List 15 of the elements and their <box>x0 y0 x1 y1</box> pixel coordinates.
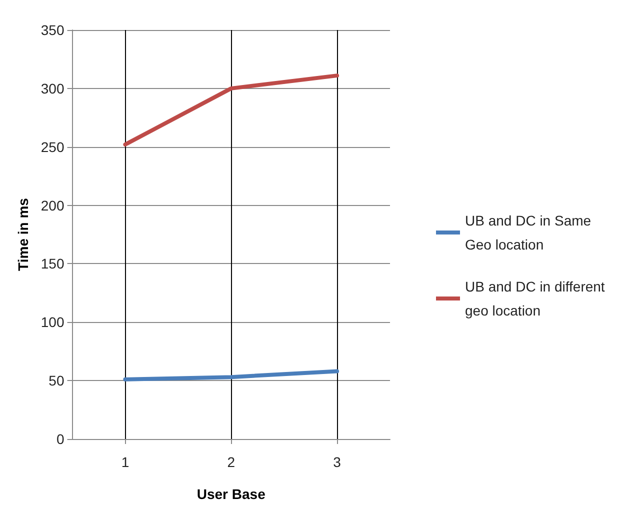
y-tick-label: 200 <box>40 197 64 214</box>
x-axis-title: User Base <box>196 486 266 502</box>
x-tick-label: 3 <box>333 454 342 470</box>
y-tick-label: 250 <box>40 138 64 155</box>
y-tick-label: 150 <box>40 256 64 272</box>
y-tick-label: 50 <box>48 372 64 389</box>
x-tick-label: 1 <box>121 454 130 470</box>
legend-label: UB and DC in different geo location <box>465 278 609 318</box>
legend-label: UB and DC in Same Geo location <box>465 212 595 252</box>
y-tick-label: 0 <box>56 431 64 447</box>
x-tick-label: 2 <box>227 454 236 470</box>
y-axis-title: Time in ms <box>15 198 31 271</box>
y-tick-label: 350 <box>40 22 64 38</box>
y-tick-label: 100 <box>40 314 64 330</box>
y-tick-label: 300 <box>40 80 64 96</box>
